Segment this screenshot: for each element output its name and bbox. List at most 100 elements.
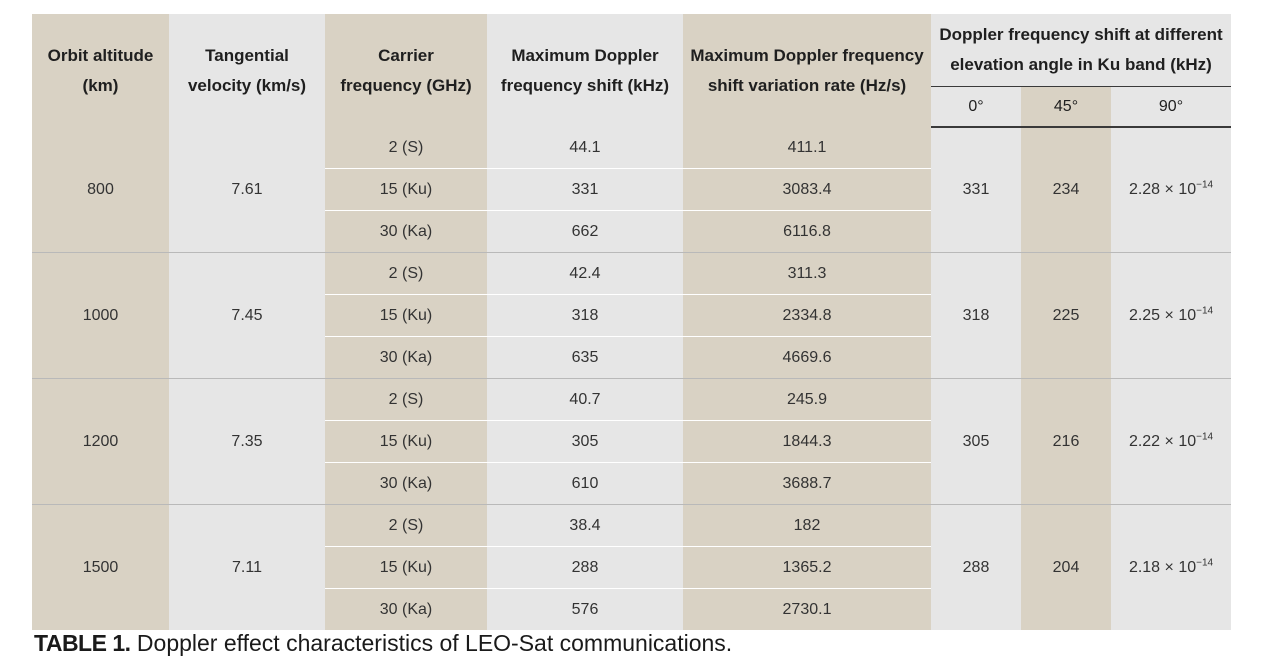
cell-carrier-frequency: 15 (Ku) (325, 294, 487, 337)
header-line: Carrier (378, 45, 434, 65)
cell-altitude: 800 (32, 127, 169, 253)
cell-altitude: 1200 (32, 378, 169, 505)
cell-carrier-frequency: 30 (Ka) (325, 336, 487, 379)
cell-elev-0: 331 (931, 127, 1021, 253)
cell-elev-45: 234 (1021, 127, 1111, 253)
cell-carrier-frequency: 2 (S) (325, 127, 487, 169)
cell-carrier-frequency: 2 (S) (325, 378, 487, 421)
cell-max-shift: 288 (487, 546, 683, 589)
elev-90-exponent: −14 (1196, 305, 1214, 317)
cell-carrier-frequency: 30 (Ka) (325, 588, 487, 630)
header-line: shift variation rate (Hz/s) (707, 75, 907, 95)
cell-elev-45: 225 (1021, 252, 1111, 379)
cell-carrier-frequency: 15 (Ku) (325, 546, 487, 589)
cell-velocity: 7.35 (169, 378, 325, 505)
table-caption: TABLE 1. Doppler effect characteristics … (34, 630, 732, 657)
cell-max-shift: 635 (487, 336, 683, 379)
cell-shift-rate: 2730.1 (683, 588, 931, 630)
header-orbit-altitude: Orbit altitude (km) (32, 14, 169, 127)
cell-max-shift: 662 (487, 210, 683, 253)
header-tangential-velocity: Tangential velocity (km/s) (169, 14, 325, 127)
cell-altitude: 1500 (32, 504, 169, 630)
caption-text: Doppler effect characteristics of LEO-Sa… (130, 630, 733, 656)
header-line: Orbit altitude (47, 45, 154, 65)
cell-carrier-frequency: 30 (Ka) (325, 210, 487, 253)
table-row: 30 (Ka) 576 2730.1 (32, 588, 1231, 630)
elev-90-exponent: −14 (1196, 431, 1214, 443)
cell-elev-90: 2.28 × 10−14 (1111, 127, 1232, 253)
doppler-table: Orbit altitude (km) Tangential velocity … (32, 14, 1232, 630)
cell-carrier-frequency: 15 (Ku) (325, 168, 487, 211)
header-line: Maximum Doppler (511, 45, 659, 65)
cell-max-shift: 38.4 (487, 504, 683, 547)
cell-velocity: 7.61 (169, 127, 325, 253)
table-row: 1000 7.45 2 (S) 42.4 311.3 318 225 2.25 × 10−14 (32, 252, 1232, 379)
header-elevation-45: 45° (1021, 86, 1111, 128)
table-row: 1500 7.11 2 (S) 38.4 182 288 204 2.18 × 10−14 (32, 504, 1232, 630)
cell-shift-rate: 3688.7 (683, 462, 931, 505)
cell-shift-rate: 3083.4 (683, 168, 931, 211)
cell-max-shift: 610 (487, 462, 683, 505)
elev-90-base: 2.22 × 10 (1128, 432, 1197, 450)
header-max-shift-rate: Maximum Doppler frequency shift variatio… (683, 14, 931, 127)
cell-carrier-frequency: 30 (Ka) (325, 462, 487, 505)
cell-max-shift: 42.4 (487, 252, 683, 295)
cell-shift-rate: 1844.3 (683, 420, 931, 463)
header-line: Doppler frequency shift at different (939, 25, 1223, 44)
elev-90-base: 2.25 × 10 (1128, 306, 1197, 324)
elev-90-base: 2.28 × 10 (1128, 181, 1197, 198)
header-line: elevation angle in Ku band (kHz) (950, 55, 1212, 74)
cell-elev-0: 305 (931, 378, 1021, 505)
header-line: (km) (82, 75, 119, 95)
header-line: Tangential (205, 45, 289, 65)
header-line: frequency shift (kHz) (500, 75, 670, 95)
table-header: Orbit altitude (km) Tangential velocity … (32, 14, 1232, 128)
header-line: Maximum Doppler frequency (690, 45, 924, 65)
cell-elev-45: 216 (1021, 378, 1111, 505)
table-row: 15 (Ku) 318 2334.8 (32, 294, 1231, 337)
elev-90-base: 2.18 × 10 (1128, 558, 1197, 576)
table-row: 30 (Ka) 635 4669.6 (32, 336, 1231, 379)
table-body: 800 7.61 2 (S) 44.1 411.1 331 234 2.28 × 10−14 1… (32, 127, 1232, 630)
cell-velocity: 7.11 (169, 504, 325, 630)
cell-altitude: 1000 (32, 252, 169, 379)
cell-max-shift: 576 (487, 588, 683, 630)
table-row: 30 (Ka) 610 3688.7 (32, 462, 1231, 505)
header-line: velocity (km/s) (187, 75, 307, 95)
table-row: 15 (Ku) 288 1365.2 (32, 546, 1231, 589)
cell-shift-rate: 1365.2 (683, 546, 931, 589)
cell-carrier-frequency: 2 (S) (325, 504, 487, 547)
cell-max-shift: 331 (487, 168, 683, 211)
table-row: 30 (Ka) 662 6116.8 (32, 210, 1231, 253)
cell-shift-rate: 311.3 (683, 252, 931, 295)
elev-90-exponent: −14 (1196, 179, 1214, 191)
header-elevation-90: 90° (1111, 86, 1232, 128)
cell-velocity: 7.45 (169, 252, 325, 379)
cell-carrier-frequency: 15 (Ku) (325, 420, 487, 463)
header-carrier-frequency: Carrier frequency (GHz) (325, 14, 487, 127)
cell-shift-rate: 2334.8 (683, 294, 931, 337)
cell-max-shift: 318 (487, 294, 683, 337)
cell-max-shift: 305 (487, 420, 683, 463)
cell-elev-90: 2.25 × 10−14 (1111, 252, 1232, 379)
table-row: 15 (Ku) 331 3083.4 (32, 168, 1231, 211)
table-row: 1200 7.35 2 (S) 40.7 245.9 305 216 2.22 × 10−14 (32, 378, 1232, 505)
cell-elev-0: 318 (931, 252, 1021, 379)
cell-max-shift: 44.1 (487, 127, 683, 169)
cell-shift-rate: 6116.8 (683, 210, 931, 253)
header-line: frequency (GHz) (340, 75, 472, 95)
cell-shift-rate: 182 (683, 504, 931, 547)
caption-label: TABLE 1. (34, 630, 131, 656)
cell-elev-90: 2.22 × 10−14 (1111, 378, 1232, 505)
cell-carrier-frequency: 2 (S) (325, 252, 487, 295)
cell-max-shift: 40.7 (487, 378, 683, 421)
elev-90-exponent: −14 (1196, 557, 1214, 569)
header-max-doppler-shift: Maximum Doppler frequency shift (kHz) (487, 14, 683, 127)
cell-shift-rate: 4669.6 (683, 336, 931, 379)
table-row: 800 7.61 2 (S) 44.1 411.1 331 234 2.28 × 10−14 (32, 127, 1232, 253)
header-elevation-group: Doppler frequency shift at different ele… (931, 14, 1232, 87)
cell-elev-0: 288 (931, 504, 1021, 630)
header-elevation-0: 0° (931, 86, 1021, 128)
table-row: 15 (Ku) 305 1844.3 (32, 420, 1231, 463)
cell-elev-90: 2.18 × 10−14 (1111, 504, 1232, 630)
